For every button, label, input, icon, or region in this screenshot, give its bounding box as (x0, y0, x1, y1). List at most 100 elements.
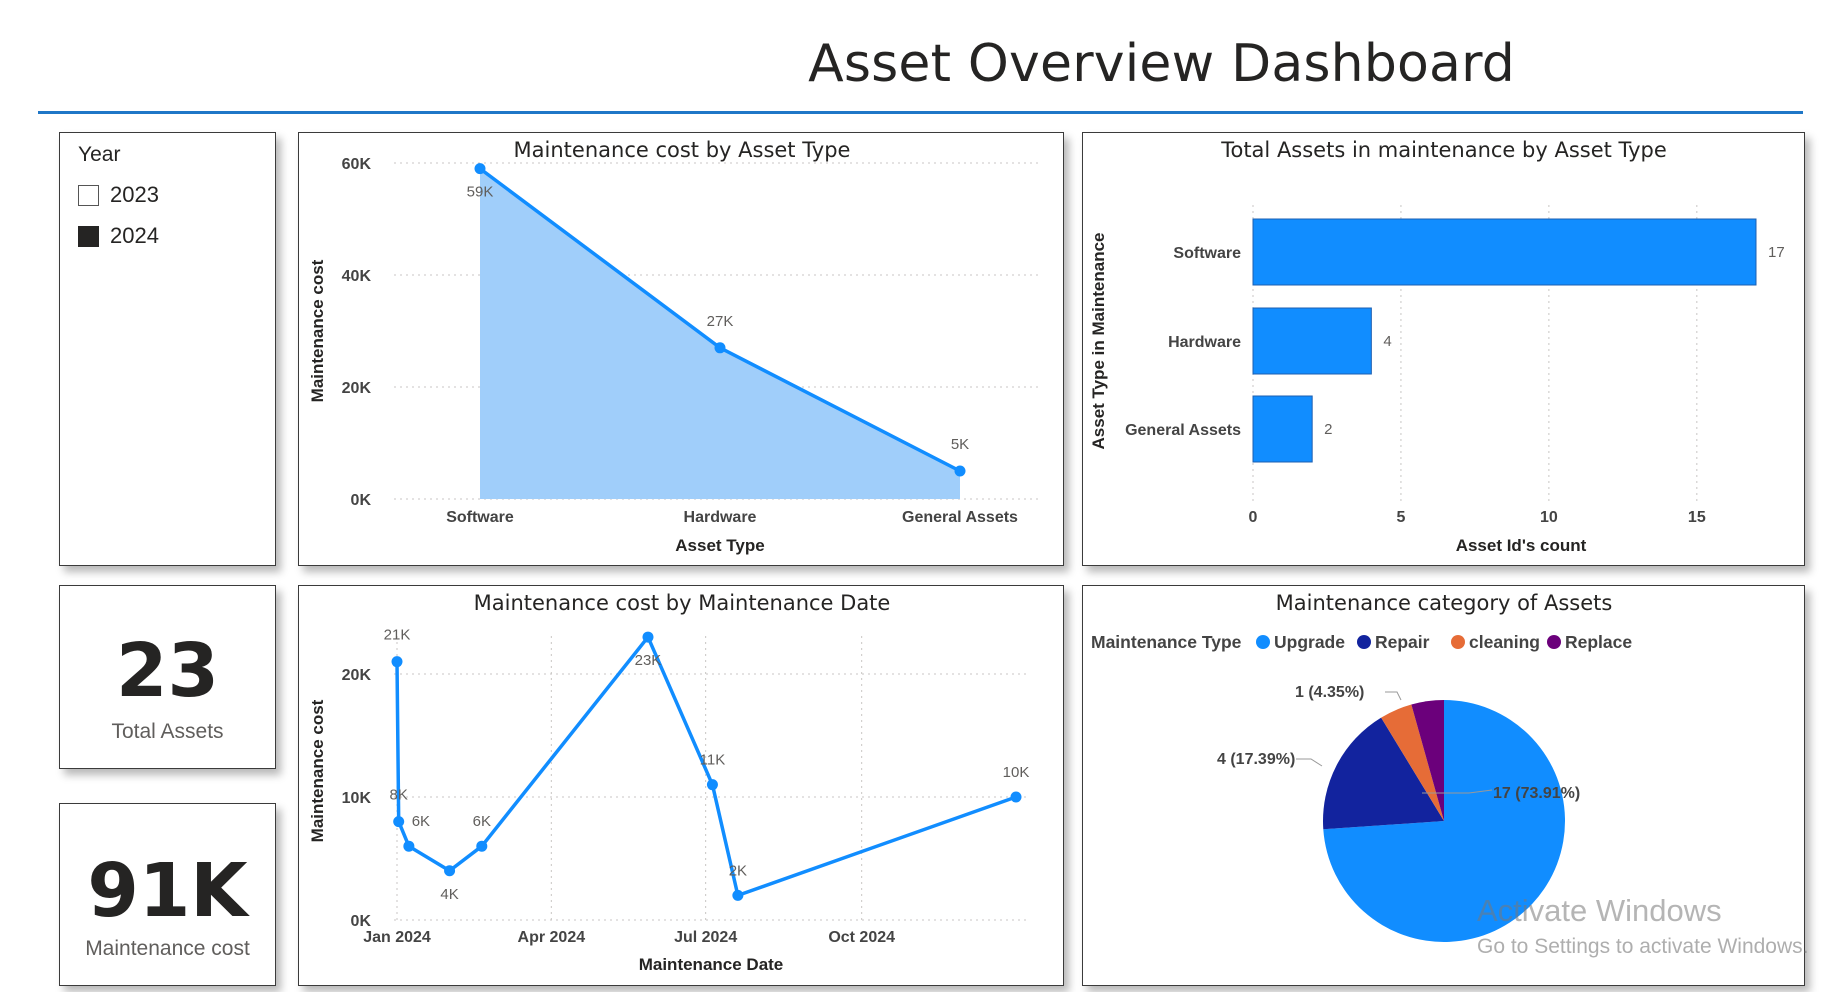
data-label: 6K (412, 813, 430, 830)
y-axis-title: Asset Type in Maintenance (1089, 233, 1108, 450)
line-chart: Maintenance cost by Maintenance Date 0K 10… (308, 591, 1029, 974)
pie-slice (1381, 704, 1444, 821)
data-label: 4K (440, 886, 458, 903)
data-point (393, 816, 405, 828)
data-label: 4 (17.39%) (1217, 751, 1295, 768)
slicer-title: Year (78, 143, 121, 166)
data-point (714, 342, 726, 354)
x-axis-title: Asset Id's count (1456, 536, 1587, 555)
slicer-item-2023[interactable]: 2023 (78, 182, 159, 208)
bar (1252, 395, 1313, 463)
kpi-value: 23 (116, 628, 219, 714)
legend-title: Maintenance Type (1091, 632, 1242, 652)
y-tick-label: General Assets (1125, 422, 1241, 439)
slicer-item-label: 2023 (110, 182, 159, 207)
pie-slice (1411, 700, 1444, 821)
legend-label: Replace (1565, 632, 1632, 652)
chart-title: Maintenance cost by Maintenance Date (474, 591, 891, 615)
chart-title: Maintenance category of Assets (1276, 591, 1613, 615)
x-tick-label: Software (446, 509, 514, 526)
data-point (444, 865, 456, 877)
y-tick-label: 0K (351, 492, 372, 509)
legend-label: Upgrade (1274, 632, 1345, 652)
data-point (954, 465, 966, 477)
activation-watermark: Activate Windows (1477, 893, 1722, 928)
checkbox-2024[interactable] (78, 225, 99, 247)
area-fill (480, 168, 960, 499)
x-tick-label: Hardware (684, 509, 757, 526)
chart-maintenance-category[interactable]: Maintenance category of Assets Maintenanc… (1082, 585, 1805, 986)
chart-cost-by-date[interactable]: Maintenance cost by Maintenance Date 0K 10… (298, 585, 1064, 986)
data-label: 23K (635, 652, 662, 669)
page-title: Asset Overview Dashboard (808, 34, 1515, 94)
y-tick-label: 0K (351, 913, 372, 930)
title-divider (38, 111, 1803, 114)
slicer-item-2024[interactable]: 2024 (78, 223, 159, 249)
data-label: 2K (729, 862, 747, 879)
y-tick-label: 40K (342, 268, 372, 285)
chart-title: Maintenance cost by Asset Type (514, 138, 851, 162)
y-tick-label: 60K (342, 156, 372, 173)
y-tick-label: 20K (342, 667, 372, 684)
x-tick-label: Jul 2024 (674, 929, 737, 946)
bar-chart: Total Assets in maintenance by Asset Typ… (1089, 138, 1785, 555)
data-label: 5K (951, 436, 969, 453)
data-point (474, 163, 486, 175)
bar (1252, 218, 1757, 286)
chart-cost-by-asset-type[interactable]: Maintenance cost by Asset Type 0K 20K 40K 60… (298, 132, 1064, 566)
x-tick-label: Jan 2024 (363, 929, 431, 946)
data-label: 6K (473, 813, 491, 830)
data-point (403, 840, 415, 852)
data-label: 11K (700, 752, 726, 769)
x-tick-label: General Assets (902, 509, 1018, 526)
data-point (391, 656, 403, 668)
data-label: 17 (73.91%) (1493, 785, 1580, 802)
area-chart: Maintenance cost by Asset Type 0K 20K 40K 60… (308, 138, 1039, 555)
x-axis-title: Asset Type (675, 536, 764, 555)
data-label: 8K (390, 787, 408, 804)
x-tick-label: Oct 2024 (828, 929, 895, 946)
activation-watermark-subtext: Go to Settings to activate Windows. (1477, 935, 1809, 958)
slicer-item-label: 2024 (110, 223, 159, 248)
data-label: 27K (707, 313, 734, 330)
data-label: 1 (4.35%) (1295, 684, 1364, 701)
y-tick-label: 10K (342, 790, 372, 807)
kpi-total-assets: 23 Total Assets (59, 585, 276, 769)
data-point (642, 631, 654, 643)
y-tick-label: Software (1173, 245, 1241, 262)
leader-line (1296, 758, 1323, 767)
legend-label: Repair (1375, 632, 1430, 652)
data-label: 17 (1768, 244, 1785, 261)
y-tick-label: 20K (342, 380, 372, 397)
data-point (706, 779, 718, 791)
data-label: 59K (467, 184, 494, 201)
data-label: 2 (1324, 421, 1332, 438)
data-label: 4 (1383, 333, 1391, 350)
kpi-maintenance-cost: 91K Maintenance cost (59, 803, 276, 986)
bar (1252, 307, 1372, 375)
pie-slice (1323, 717, 1444, 830)
legend-marker (1256, 635, 1270, 649)
chart-title: Total Assets in maintenance by Asset Typ… (1220, 138, 1667, 162)
pie-chart: Maintenance category of Assets Maintenanc… (1091, 591, 1632, 942)
kpi-label: Total Assets (111, 720, 224, 743)
x-tick-label: 15 (1688, 509, 1706, 526)
y-axis-title: Maintenance cost (308, 259, 327, 402)
legend-marker (1547, 635, 1561, 649)
data-label: 21K (384, 627, 411, 644)
checkbox-2023[interactable] (78, 184, 99, 206)
data-point (1010, 791, 1022, 803)
legend-marker (1357, 635, 1371, 649)
kpi-label: Maintenance cost (85, 937, 250, 960)
x-tick-label: 0 (1249, 509, 1258, 526)
chart-assets-by-type[interactable]: Total Assets in maintenance by Asset Typ… (1082, 132, 1805, 566)
data-point (732, 889, 744, 901)
y-tick-label: Hardware (1168, 334, 1241, 351)
pie-slice (1323, 700, 1565, 942)
year-slicer: Year 2023 2024 (59, 132, 276, 566)
x-axis-title: Maintenance Date (639, 955, 784, 974)
leader-line (1422, 789, 1493, 794)
x-tick-label: Apr 2024 (518, 929, 586, 946)
x-tick-label: 10 (1540, 509, 1558, 526)
kpi-value: 91K (87, 848, 248, 934)
